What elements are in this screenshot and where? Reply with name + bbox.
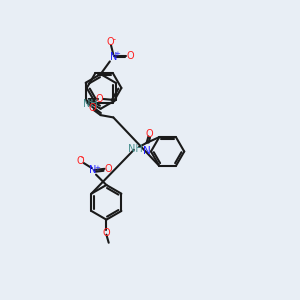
Text: O: O: [145, 129, 153, 139]
Text: -: -: [113, 35, 116, 44]
Text: +: +: [94, 165, 100, 171]
Text: NH: NH: [83, 99, 98, 109]
Text: O: O: [104, 164, 112, 174]
Text: O: O: [127, 51, 134, 61]
Text: O: O: [95, 94, 103, 104]
Text: O: O: [106, 37, 114, 47]
Text: N: N: [110, 52, 117, 62]
Text: +: +: [115, 51, 120, 57]
Text: N: N: [89, 165, 97, 175]
Text: O: O: [77, 156, 84, 166]
Text: O: O: [103, 228, 110, 238]
Text: NH: NH: [128, 144, 142, 154]
Text: -: -: [80, 154, 83, 163]
Text: O: O: [89, 103, 96, 113]
Text: N: N: [143, 146, 151, 157]
